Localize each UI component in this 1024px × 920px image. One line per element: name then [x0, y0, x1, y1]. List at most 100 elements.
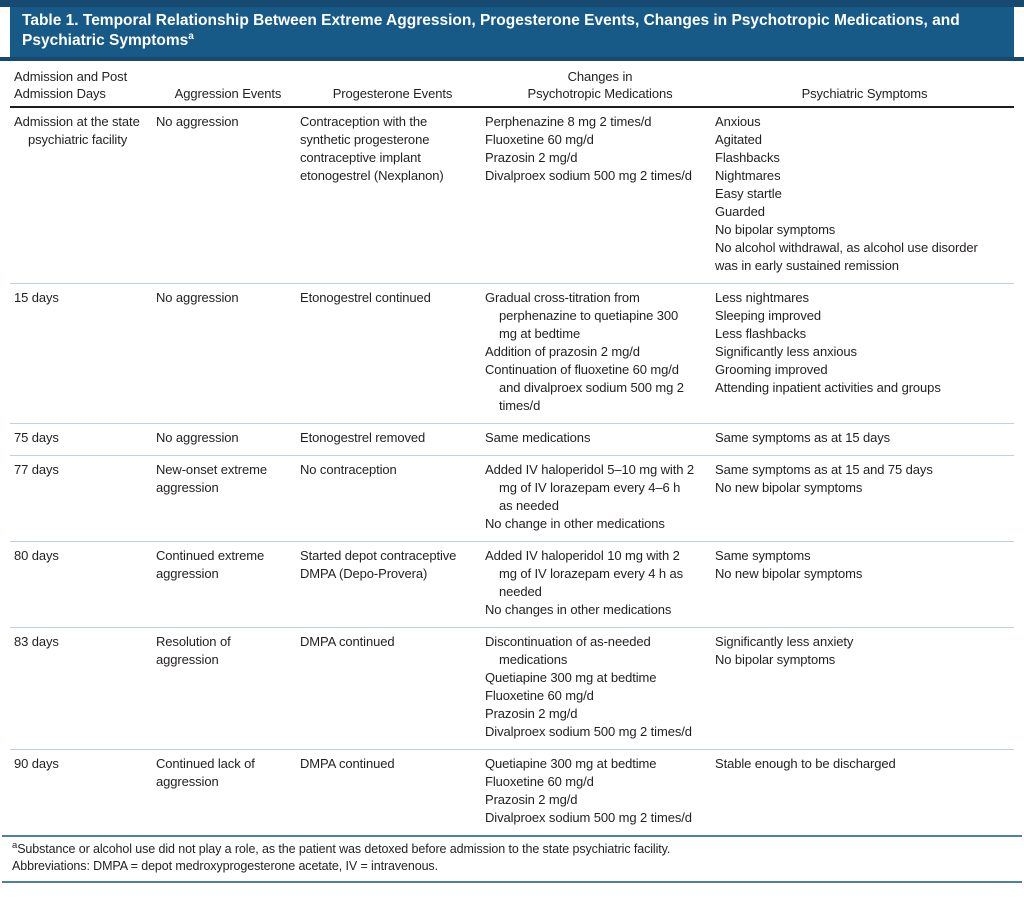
column-header-days: Admission and Post Admission Days [14, 69, 128, 101]
progesterone-line: Started depot contraceptive DMPA (Depo-P… [300, 548, 457, 581]
cell-progesterone: Etonogestrel removed [300, 429, 485, 447]
cell-aggression: Resolution of aggression [156, 633, 300, 741]
symptoms-line: Significantly less anxiety [715, 634, 854, 649]
cell-progesterone: Etonogestrel continued [300, 289, 485, 415]
column-header-symptoms: Psychiatric Symptoms [801, 86, 928, 101]
days-line: 83 days [14, 634, 59, 649]
symptoms-line: Same symptoms as at 15 and 75 days [715, 462, 933, 477]
progesterone-line: Etonogestrel removed [300, 430, 426, 445]
symptoms-line: Same symptoms [715, 548, 811, 563]
cell-days: 83 days [10, 633, 156, 741]
column-header-progesterone: Progesterone Events [332, 86, 453, 101]
cell-progesterone: Started depot contraceptive DMPA (Depo-P… [300, 547, 485, 619]
symptoms-line: Significantly less anxious [715, 344, 857, 359]
medications-line: Gradual cross-titration from perphenazin… [485, 290, 679, 341]
medications-line: Divalproex sodium 500 mg 2 times/d [485, 810, 692, 825]
table-title: Table 1. Temporal Relationship Between E… [22, 12, 960, 49]
cell-progesterone: No contraception [300, 461, 485, 533]
symptoms-line: Less flashbacks [715, 326, 806, 341]
medications-line: Fluoxetine 60 mg/d [485, 132, 594, 147]
table-row: 90 days Continued lack of aggression DMPA … [10, 749, 1014, 835]
symptoms-line: Same symptoms as at 15 days [715, 430, 891, 445]
medications-line: Addition of prazosin 2 mg/d [485, 344, 640, 359]
symptoms-line: No bipolar symptoms [715, 222, 836, 237]
medications-line: Added IV haloperidol 10 mg with 2 mg of … [485, 548, 684, 599]
cell-days: 80 days [10, 547, 156, 619]
cell-days: 90 days [10, 755, 156, 827]
cell-aggression: Continued extreme aggression [156, 547, 300, 619]
cell-medications: Discontinuation of as-needed medications… [485, 633, 715, 741]
symptoms-line: No new bipolar symptoms [715, 566, 863, 581]
medications-line: Divalproex sodium 500 mg 2 times/d [485, 724, 692, 739]
table-row: 77 days New-onset extreme aggression No co… [10, 455, 1014, 541]
symptoms-line: No new bipolar symptoms [715, 480, 863, 495]
cell-aggression: New-onset extreme aggression [156, 461, 300, 533]
table-row: 15 days No aggression Etonogestrel continu… [10, 283, 1014, 423]
progesterone-line: DMPA continued [300, 634, 395, 649]
medications-line: Same medications [485, 430, 591, 445]
symptoms-line: Guarded [715, 204, 765, 219]
cell-medications: Quetiapine 300 mg at bedtime Fluoxetine 6… [485, 755, 715, 827]
days-line: 80 days [14, 548, 59, 563]
days-line: 90 days [14, 756, 59, 771]
medications-line: Prazosin 2 mg/d [485, 706, 578, 721]
top-rule [0, 0, 1024, 7]
cell-symptoms: Stable enough to be discharged [715, 755, 1014, 827]
cell-aggression: Continued lack of aggression [156, 755, 300, 827]
aggression-line: Continued extreme aggression [156, 548, 265, 581]
cell-medications: Added IV haloperidol 10 mg with 2 mg of … [485, 547, 715, 619]
medications-line: No change in other medications [485, 516, 665, 531]
progesterone-line: Etonogestrel continued [300, 290, 431, 305]
cell-days: 15 days [10, 289, 156, 415]
medications-line: Divalproex sodium 500 mg 2 times/d [485, 168, 692, 183]
symptoms-line: Agitated [715, 132, 762, 147]
cell-symptoms: Same symptoms as at 15 days [715, 429, 1014, 447]
table-row: 80 days Continued extreme aggression Start… [10, 541, 1014, 627]
symptoms-line: Less nightmares [715, 290, 809, 305]
days-line: Admission at the state psychiatric facil… [14, 114, 140, 147]
medications-line: Added IV haloperidol 5–10 mg with 2 mg o… [485, 462, 694, 513]
progesterone-line: DMPA continued [300, 756, 395, 771]
banner-bottom-rule [0, 57, 1024, 61]
aggression-line: Continued lack of aggression [156, 756, 255, 789]
table-title-banner: Table 1. Temporal Relationship Between E… [10, 7, 1014, 57]
cell-symptoms: Same symptoms as at 15 and 75 days No new… [715, 461, 1014, 533]
footnote-top-rule [2, 835, 1022, 837]
medications-line: Quetiapine 300 mg at bedtime [485, 756, 657, 771]
cell-progesterone: DMPA continued [300, 633, 485, 741]
footnote-a-text: Substance or alcohol use did not play a … [17, 842, 671, 856]
progesterone-line: No contraception [300, 462, 397, 477]
medications-line: Prazosin 2 mg/d [485, 150, 578, 165]
cell-progesterone: DMPA continued [300, 755, 485, 827]
cell-medications: Gradual cross-titration from perphenazin… [485, 289, 715, 415]
table-row: Admission at the state psychiatric facil… [10, 108, 1014, 283]
cell-symptoms: Anxious Agitated Flashbacks Nightmares Easy … [715, 113, 1014, 275]
column-header-aggression: Aggression Events [174, 86, 282, 101]
footnote-a-marker: a [12, 839, 18, 851]
aggression-line: Resolution of aggression [156, 634, 231, 667]
symptoms-line: No alcohol withdrawal, as alcohol use di… [715, 240, 978, 273]
medications-line: Fluoxetine 60 mg/d [485, 774, 594, 789]
symptoms-line: Easy startle [715, 186, 782, 201]
cell-symptoms: Less nightmares Sleeping improved Less fla… [715, 289, 1014, 415]
progesterone-line: Contraception with the synthetic progest… [300, 114, 444, 183]
cell-aggression: No aggression [156, 429, 300, 447]
bottom-margin [0, 883, 1024, 897]
medications-line: No changes in other medications [485, 602, 672, 617]
bottom-rule [2, 881, 1022, 883]
table-header-row: Admission and Post Admission Days Aggress… [10, 61, 1014, 108]
aggression-line: No aggression [156, 114, 239, 129]
symptoms-line: Stable enough to be discharged [715, 756, 896, 771]
table-title-footnote-marker: a [188, 30, 194, 42]
aggression-line: No aggression [156, 430, 239, 445]
medications-line: Prazosin 2 mg/d [485, 792, 578, 807]
medications-line: Quetiapine 300 mg at bedtime [485, 670, 657, 685]
cell-medications: Added IV haloperidol 5–10 mg with 2 mg o… [485, 461, 715, 533]
aggression-line: New-onset extreme aggression [156, 462, 268, 495]
table-figure: Table 1. Temporal Relationship Between E… [0, 0, 1024, 897]
cell-aggression: No aggression [156, 289, 300, 415]
symptoms-line: Sleeping improved [715, 308, 821, 323]
symptoms-line: Flashbacks [715, 150, 780, 165]
symptoms-line: No bipolar symptoms [715, 652, 836, 667]
abbreviations-note: Abbreviations: DMPA = depot medroxyproge… [12, 859, 438, 873]
